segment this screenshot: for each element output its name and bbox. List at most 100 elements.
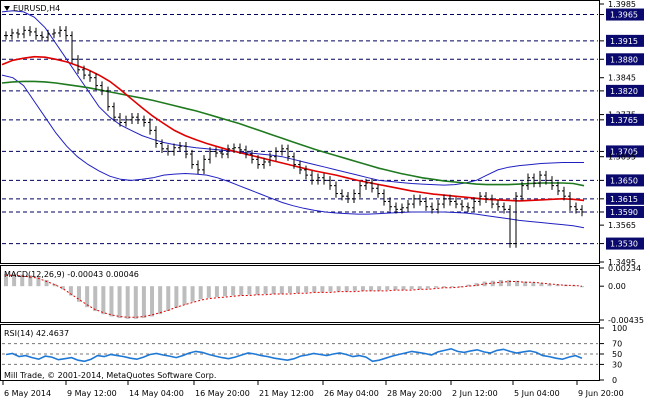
macd-bar [93,286,98,312]
level-label-box [606,205,644,218]
symbol-label: EURUSD,H4 [13,4,60,13]
macd-bar [174,286,179,308]
macd-bar [490,280,495,287]
level-label: 1.3530 [610,240,638,249]
macd-bar [409,286,414,290]
macd-bar [539,283,544,287]
macd-bar [263,286,268,294]
time-label: 14 May 04:00 [129,389,184,398]
macd-bar [531,282,536,287]
level-label: 1.3765 [610,116,638,125]
macd-bar [377,286,382,291]
macd-bar [328,286,333,292]
macd-scale-label: 0.00 [608,282,626,291]
macd-bar [474,283,479,287]
price-label: 1.3565 [608,221,636,230]
macd-bar [214,286,219,298]
level-label: 1.3915 [610,37,638,46]
level-label-box [606,84,644,97]
macd-bar [352,286,357,291]
price-label: 1.3695 [608,153,636,162]
level-lines [2,14,598,245]
macd-bar [466,284,471,287]
macd-bar [166,286,171,312]
time-axis: 6 May 2014 9 May 12:00 14 May 04:00 16 May … [2,381,624,398]
level-label-box [606,145,644,158]
upper-band-line [1,10,584,186]
macd-bar [206,286,211,298]
level-label-box [606,53,644,66]
rsi-line [2,343,598,365]
macd-bar [68,286,73,296]
macd-scale-label: 0.00234 [608,264,641,273]
rsi-scale-label: 50 [612,350,622,359]
time-label: 6 May 2014 [4,389,51,398]
macd-bar [498,279,503,287]
macd-bar [4,273,8,287]
main-price-panel[interactable] [0,0,600,264]
macd-label: MACD(12,26,9) -0.00043 0.00046 [4,270,139,279]
level-label-box [606,8,644,21]
time-label: 21 May 12:00 [259,389,314,398]
macd-bar [271,286,276,294]
lower-band-line [1,74,585,229]
level-label: 1.3705 [610,147,638,156]
macd-bar [279,286,284,294]
rsi-line-path [5,347,583,363]
macd-bar [109,286,114,317]
price-label: 1.3495 [608,258,636,267]
macd-bar [101,286,106,315]
macd-bar [506,279,511,287]
level-label: 1.3650 [610,176,638,185]
rsi-scale-label: 100 [612,324,627,333]
price-bars [4,26,584,248]
level-label-box [606,113,644,126]
time-label: 16 May 20:00 [195,389,250,398]
macd-bar [247,286,252,295]
macd-signal-line [6,274,583,318]
macd-bar [60,286,65,290]
macd-bar [482,281,487,287]
macd-bar [158,286,163,315]
macd-bar [336,286,341,292]
macd-bar [523,281,528,287]
level-label-box [606,237,644,250]
macd-bar [304,286,309,293]
macd-bar [255,286,260,295]
bollinger-bands [1,10,585,229]
time-label: 9 Jun 20:00 [578,389,624,398]
macd-bar [182,286,187,305]
macd-bar [150,286,155,317]
rsi-scale-label: 0 [612,376,617,385]
macd-bar [393,286,398,291]
time-label: 28 May 20:00 [387,389,442,398]
macd-bar [450,286,455,288]
macd-bar [571,285,576,287]
macd-bar [369,286,374,291]
macd-bar [141,286,146,319]
macd-bar [287,286,292,294]
macd-bar [401,286,406,291]
macd-panel[interactable] [0,265,600,323]
price-scale: 1.3985 1.3965 1.3915 1.3880 1.3845 1.3820 1.37… [600,0,644,267]
rsi-scale-label: 70 [612,340,622,349]
macd-scale: 0.00234 0.00 -0.00435 [600,264,644,325]
level-label: 1.3880 [610,55,638,64]
macd-bar [320,286,325,293]
macd-bar [36,276,41,287]
level-label: 1.3615 [610,195,638,204]
level-label: 1.3590 [610,208,638,217]
level-label-box [606,174,644,187]
price-label: 1.3985 [608,0,636,9]
macd-bar [12,273,17,287]
macd-bar [77,286,82,302]
rsi-panel[interactable] [0,324,600,381]
macd-bar [547,283,552,287]
macd-bar [198,286,203,300]
level-label-box [606,192,644,205]
macd-bar [417,286,422,290]
macd-histogram [4,273,584,319]
macd-bar [28,275,33,287]
